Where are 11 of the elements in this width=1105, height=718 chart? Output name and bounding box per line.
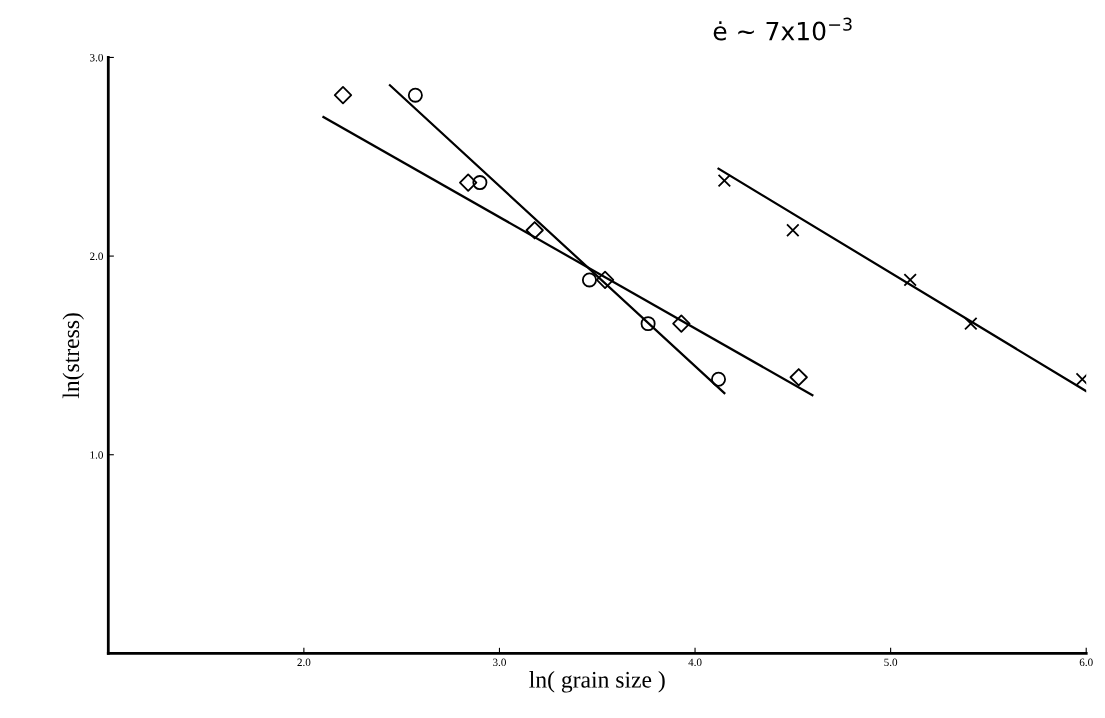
x-axis-title: ln( grain size ): [529, 671, 665, 693]
y-tick-label: 1.0: [90, 451, 104, 459]
x-tick-label: 2.0: [297, 658, 311, 667]
y-tick-label: 2.0: [90, 252, 104, 261]
chart-title: ė ~ 7x10$^{−3}$: [713, 17, 852, 41]
y-axis-title: ln(stress): [62, 313, 84, 399]
x-tick-label: 3.0: [493, 658, 506, 667]
x-tick-label: 5.0: [884, 658, 898, 667]
y-tick-label: 3.0: [90, 53, 104, 62]
x-tick-label: 6.0: [1079, 658, 1093, 667]
x-tick-label: 4.0: [688, 658, 702, 667]
